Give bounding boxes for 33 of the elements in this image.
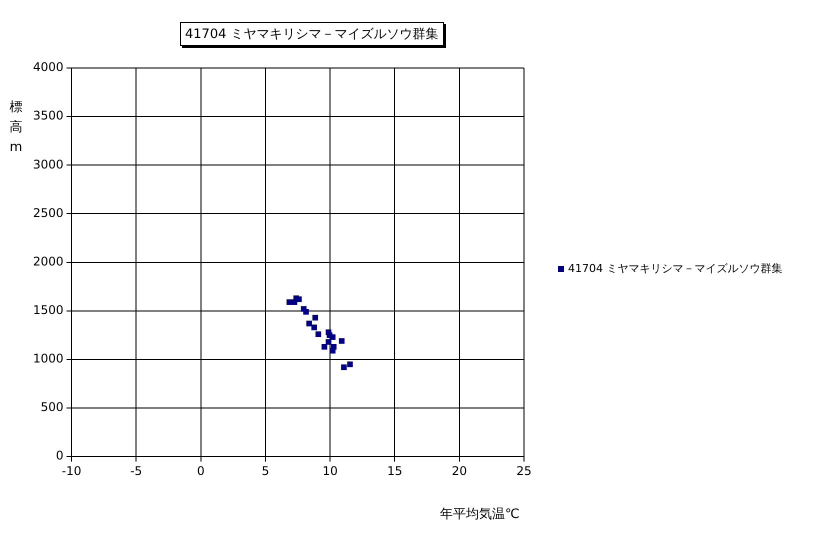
point: [341, 364, 347, 370]
y-tick-label: 2000: [32, 254, 64, 268]
x-tick-label: -5: [130, 464, 142, 478]
point: [326, 339, 332, 345]
x-tick-label: -10: [62, 464, 82, 478]
y-tick-label: 500: [40, 400, 64, 414]
point: [338, 338, 345, 344]
y-tick-label: 1500: [32, 303, 64, 317]
y-tick-label: 1000: [32, 352, 64, 366]
point: [311, 324, 318, 330]
x-tick-label: 0: [196, 464, 205, 478]
point: [312, 314, 318, 321]
y-tick-label: 0: [56, 448, 64, 463]
x-tick-label: 10: [322, 464, 338, 478]
x-tick-label: 5: [262, 464, 270, 478]
point: [322, 344, 328, 350]
point: [347, 361, 353, 368]
x-tick-label: 20: [452, 464, 468, 478]
y-tick-label: 2500: [32, 206, 64, 220]
x-axis-title: 年平均気温℃: [440, 506, 520, 523]
point: [303, 309, 309, 315]
point: [330, 348, 336, 354]
point: [306, 320, 312, 326]
y-tick-label: 3500: [32, 108, 64, 123]
y-tick-label: 3000: [32, 157, 64, 172]
point: [330, 334, 336, 340]
point: [315, 331, 322, 338]
x-tick-label: 15: [387, 464, 402, 478]
legend-label: 41704 ミヤマキリシマ－マイズルソウ群集: [568, 261, 782, 276]
chart-title: 41704 ミヤマキリシマ－マイズルソウ群集: [180, 22, 444, 46]
y-axis-title: 標高m: [8, 99, 24, 157]
x-tick-label: 25: [516, 464, 532, 478]
y-tick-label: 4000: [32, 60, 64, 74]
